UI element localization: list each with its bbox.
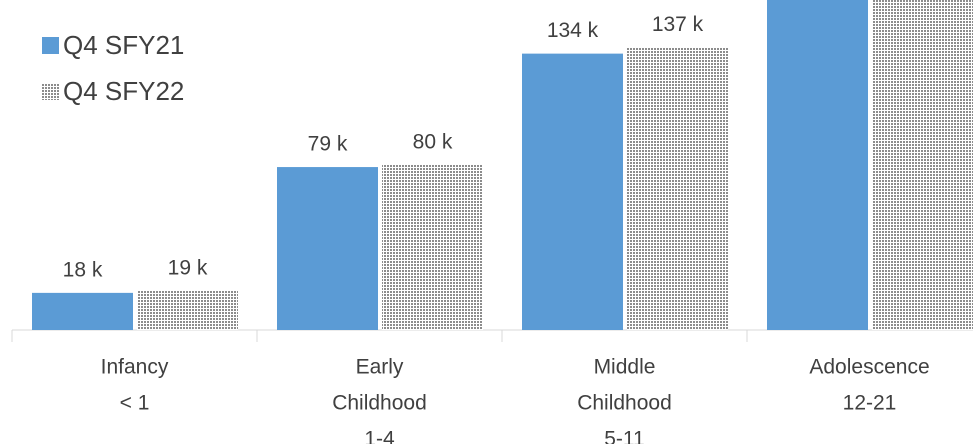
bar: [872, 0, 973, 330]
data-label: 18 k: [63, 258, 103, 281]
x-tick-label: < 1: [120, 392, 150, 415]
bar: [522, 53, 623, 330]
x-tick-label: 12-21: [843, 392, 897, 415]
legend-swatch: [42, 37, 59, 54]
legend-label: Q4 SFY22: [63, 76, 184, 106]
bar: [32, 292, 133, 330]
bar: [767, 0, 868, 330]
data-label: 80 k: [413, 131, 453, 154]
x-tick-label: Adolescence: [809, 356, 929, 379]
x-tick-label: Childhood: [332, 392, 427, 415]
bar: [627, 47, 728, 330]
data-label: 137 k: [652, 13, 704, 36]
legend-label: Q4 SFY21: [63, 30, 184, 60]
data-label: 79 k: [308, 133, 348, 156]
x-tick-label: Infancy: [101, 356, 169, 379]
x-tick-label: Middle: [594, 356, 656, 379]
x-tick-label: 5-11: [604, 428, 644, 444]
bar: [277, 167, 378, 330]
x-tick-label: Early: [356, 356, 404, 379]
x-tick-label: Childhood: [577, 392, 672, 415]
bar: [137, 290, 238, 330]
legend-swatch: [42, 83, 59, 100]
data-label: 19 k: [168, 256, 208, 279]
bar: [382, 165, 483, 330]
x-tick-label: 1-4: [364, 428, 395, 444]
data-label: 134 k: [547, 19, 599, 42]
